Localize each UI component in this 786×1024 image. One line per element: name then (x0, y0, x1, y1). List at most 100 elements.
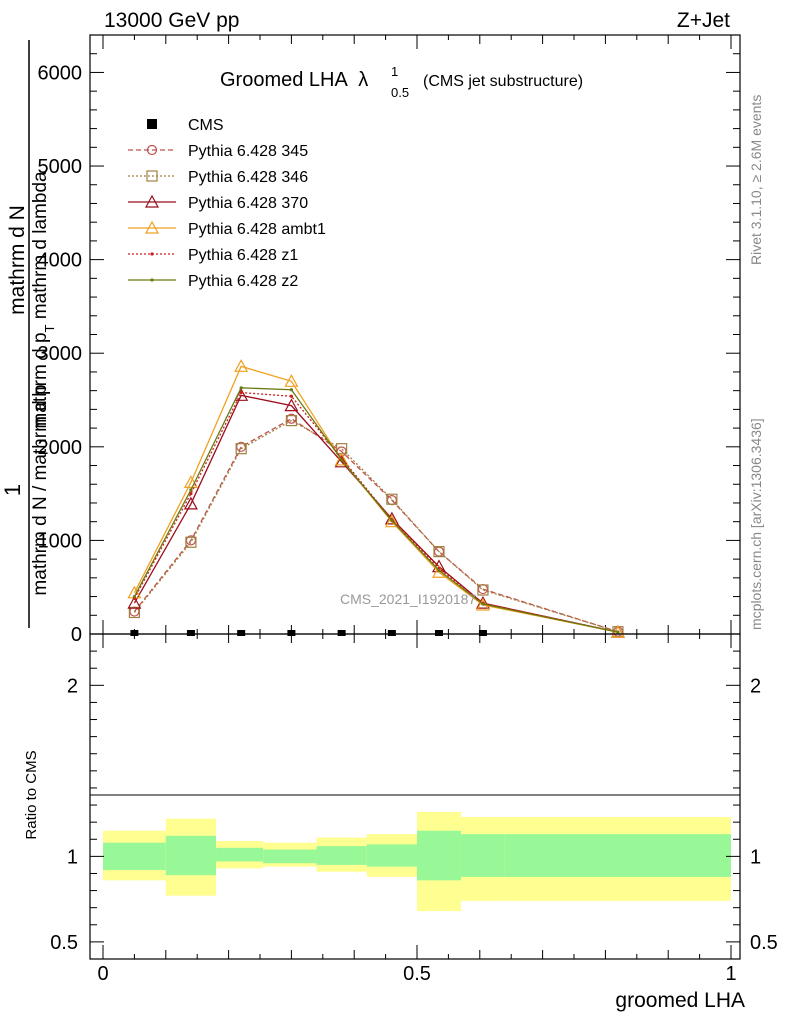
svg-text:Groomed LHA λ: Groomed LHA λ (220, 69, 368, 91)
series-point (183, 475, 198, 488)
y-tick-label: 4000 (38, 250, 83, 272)
cms-data-point (130, 630, 139, 636)
title-sub: 0.5 (391, 85, 409, 100)
series-layer (127, 359, 625, 638)
y-tick-label: 3000 (38, 343, 83, 365)
legend-label: Pythia 6.428 346 (188, 169, 308, 186)
series-point (289, 388, 293, 392)
cms-data-point (434, 630, 443, 636)
main-axis-ticks (90, 34, 740, 635)
series-point (235, 443, 247, 455)
series-point (189, 492, 193, 496)
ratio-plot: 0.5 0.5 1 1 2 2 0 0.5 1 (50, 633, 778, 985)
data-layer (130, 630, 487, 636)
ratio-band-inner (165, 835, 217, 876)
series-point (334, 452, 349, 466)
ratio-tick-label-left: 2 (67, 675, 78, 697)
series-point (616, 630, 620, 634)
series-point (127, 595, 142, 609)
series-point (185, 536, 197, 548)
y-label-mid: mathrm d pT mathrm d lambda (30, 171, 57, 429)
header-left: 13000 GeV pp (104, 9, 239, 32)
series-point (189, 488, 193, 492)
ratio-band-inner (263, 849, 317, 864)
mcplots-credit: mcplots.cern.ch [arXiv:1306.3436] (748, 418, 764, 630)
y-label-num: mathrm d N (6, 205, 29, 315)
series-point (285, 415, 297, 427)
series-point (334, 454, 349, 468)
ratio-tick-label-right: 2 (750, 675, 761, 697)
ratio-band-inner (460, 834, 505, 877)
series-line-1 (133, 417, 619, 633)
cms-data-point (478, 630, 487, 636)
title-suffix: (CMS jet substructure) (423, 73, 583, 90)
title-sup: 1 (391, 64, 398, 79)
chart-title: Groomed LHA λ 1 0.5 (CMS jet substructur… (220, 64, 583, 100)
ratio-tick-label-right: 0.5 (750, 932, 778, 954)
ratio-y-tick-labels: 0.5 0.5 1 1 2 2 (50, 675, 778, 954)
legend-label: Pythia 6.428 z2 (188, 273, 298, 290)
main-y-tick-labels: 0 1000 2000 3000 4000 5000 6000 (38, 62, 83, 646)
header-right: Z+Jet (677, 9, 730, 32)
ratio-band-inner (316, 846, 367, 865)
ratio-band-inner (103, 842, 166, 871)
series-point (183, 496, 198, 510)
ratio-band-inner (366, 844, 417, 867)
y-tick-label: 6000 (38, 62, 83, 84)
series-point (437, 568, 441, 572)
series-point (284, 398, 299, 412)
series-point (284, 374, 299, 387)
main-plot: 0 1000 2000 3000 4000 5000 6000 (38, 34, 741, 646)
y-tick-label: 5000 (38, 156, 83, 178)
series-point (481, 602, 485, 606)
x-tick-labels: 0 0.5 1 (97, 963, 736, 985)
legend-label: CMS (188, 117, 224, 134)
ratio-tick-label-left: 1 (67, 846, 78, 868)
legend-marker (150, 252, 154, 256)
y-tick-label: 0 (71, 624, 82, 646)
ratio-band-inner (504, 834, 731, 877)
x-tick-label: 0 (97, 963, 108, 985)
legend-label: Pythia 6.428 ambt1 (188, 221, 326, 238)
legend-marker (144, 194, 160, 208)
x-axis-label: groomed LHA (615, 989, 745, 1012)
watermark: CMS_2021_I1920187 (340, 591, 476, 607)
legend-marker (150, 278, 154, 282)
series-point (234, 359, 249, 372)
legend: CMS Pythia 6.428 345 Pythia 6.428 346 Pythi… (128, 117, 326, 290)
series-point (239, 390, 243, 395)
legend-label: Pythia 6.428 370 (188, 195, 308, 212)
legend-marker (146, 170, 158, 182)
series-line-2 (133, 419, 619, 633)
legend-label: Pythia 6.428 z1 (188, 247, 298, 264)
main-y-label: 1 mathrm d N mathrm d pT mathrm d lambda… (0, 40, 57, 628)
legend-marker (147, 119, 157, 129)
series-point (390, 519, 394, 523)
legend-label: Pythia 6.428 345 (188, 143, 308, 160)
series-point (132, 594, 136, 599)
series-point (340, 458, 344, 462)
legend-marker (146, 144, 158, 156)
rivet-version: Rivet 3.1.10, ≥ 2.6M events (748, 95, 764, 265)
title-main: Groomed LHA (220, 69, 348, 91)
y-label-one: 1 (0, 484, 25, 496)
ratio-tick-label-left: 0.5 (50, 932, 78, 954)
series-point (384, 514, 399, 528)
series-line-3 (133, 394, 619, 633)
cms-data-point (337, 630, 346, 636)
series-point (433, 546, 445, 558)
y-tick-label: 2000 (38, 437, 83, 459)
x-tick-label: 1 (725, 963, 736, 985)
legend-marker (144, 220, 160, 234)
series-point (239, 386, 243, 390)
ratio-tick-label-right: 1 (750, 846, 761, 868)
ratio-y-label: Ratio to CMS (23, 750, 40, 839)
cms-data-point (186, 630, 195, 636)
y-tick-label: 1000 (38, 530, 83, 552)
series-point (128, 606, 140, 619)
cms-data-point (237, 630, 246, 636)
series-point (477, 584, 489, 596)
cms-data-point (287, 630, 296, 636)
title-symbol: λ (358, 69, 368, 91)
